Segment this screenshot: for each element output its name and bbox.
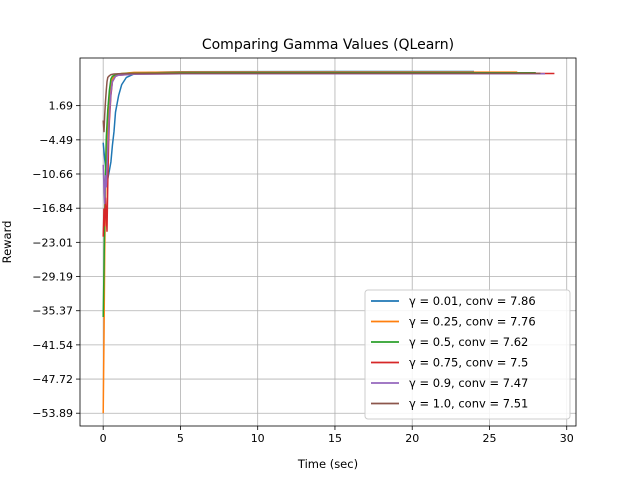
- x-tick-label: 0: [100, 432, 107, 445]
- legend-label: γ = 0.9, conv = 7.47: [409, 376, 528, 390]
- y-tick-label: −41.54: [32, 339, 73, 352]
- x-tick-label: 30: [560, 432, 574, 445]
- y-tick-label: −23.01: [32, 236, 73, 249]
- x-tick-label: 15: [328, 432, 342, 445]
- legend: γ = 0.01, conv = 7.86 γ = 0.25, conv = 7.…: [364, 289, 571, 420]
- x-tick-label: 25: [482, 432, 496, 445]
- x-tick-label: 20: [405, 432, 419, 445]
- legend-label: γ = 0.25, conv = 7.76: [409, 315, 536, 329]
- x-tick-label: 5: [177, 432, 184, 445]
- y-tick-label: −47.72: [32, 373, 73, 386]
- x-axis-label: Time (sec): [297, 457, 358, 471]
- legend-label: γ = 0.75, conv = 7.5: [409, 356, 528, 370]
- legend-label: γ = 0.5, conv = 7.62: [409, 335, 528, 349]
- y-tick-label: 1.69: [49, 100, 74, 113]
- y-tick-label: −16.84: [32, 202, 73, 215]
- grid: [80, 58, 576, 426]
- y-tick-label: −53.89: [32, 407, 73, 420]
- legend-label: γ = 0.01, conv = 7.86: [409, 294, 536, 308]
- y-tick-label: −10.66: [32, 168, 73, 181]
- series-line: [102, 72, 541, 133]
- y-tick-label: −35.37: [32, 305, 73, 318]
- x-tick-label: 10: [251, 432, 265, 445]
- y-axis-label: Reward: [0, 221, 14, 264]
- y-tick-label: −29.19: [32, 271, 73, 284]
- axis-ticks: 0 5 10 15 20 25 30 1.69 −4.49 −10.66 −16.84 −23.01 −…: [32, 100, 573, 445]
- legend-box: [364, 289, 571, 420]
- legend-label: γ = 1.0, conv = 7.51: [409, 397, 528, 411]
- series-lines: [102, 70, 555, 414]
- y-tick-label: −4.49: [39, 134, 73, 147]
- chart-title: Comparing Gamma Values (QLearn): [202, 37, 454, 53]
